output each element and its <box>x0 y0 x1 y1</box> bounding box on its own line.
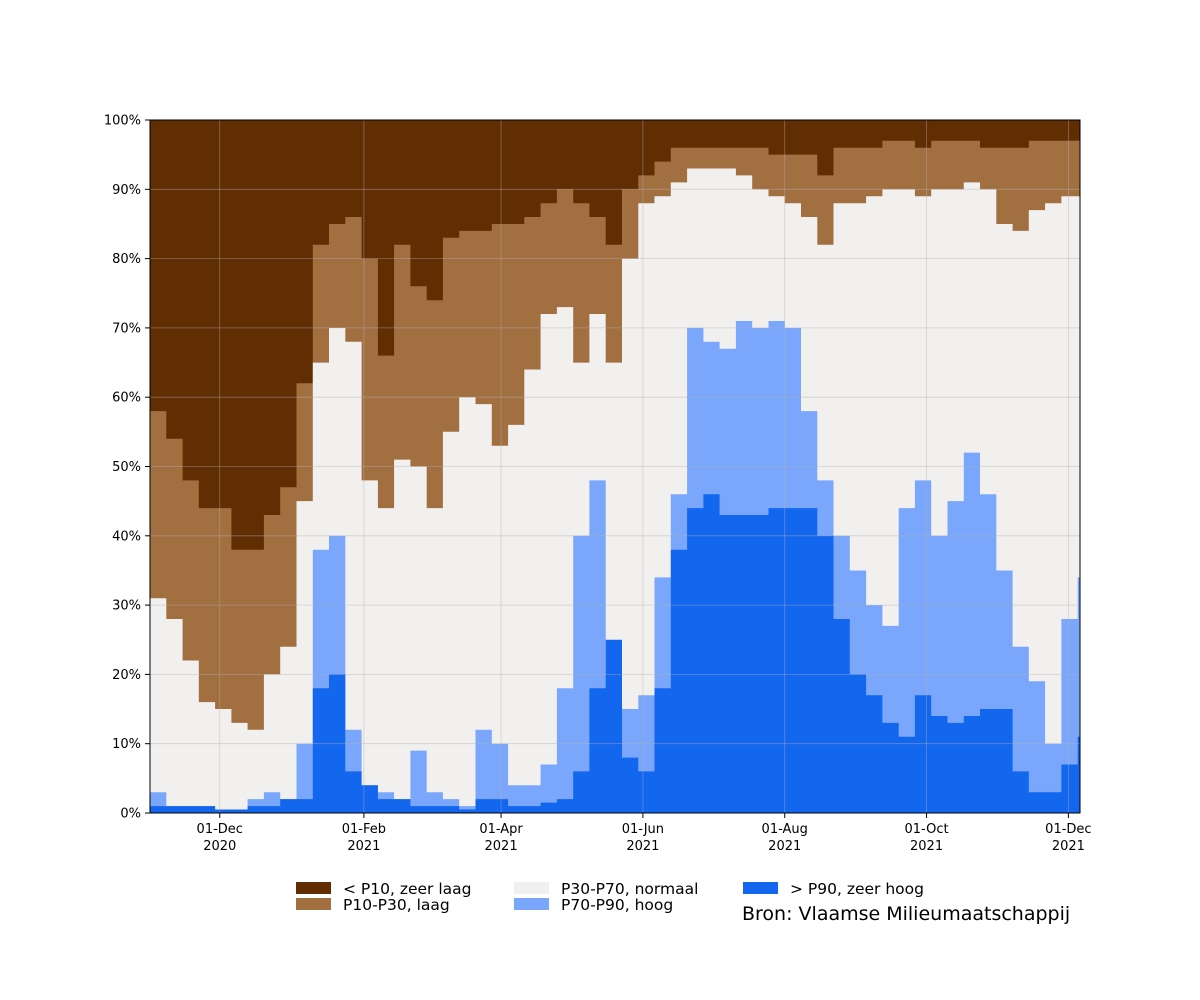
x-tick-label-year: 2021 <box>485 839 518 854</box>
legend-swatch <box>296 882 331 894</box>
y-tick-label: 50% <box>112 460 141 475</box>
y-tick-label: 100% <box>104 114 141 129</box>
x-tick-label-year: 2021 <box>910 839 943 854</box>
x-tick-label-month: 01-Jun <box>622 822 664 837</box>
x-tick-label-year: 2021 <box>347 839 380 854</box>
y-tick-label: 90% <box>112 183 141 198</box>
legend-label: P30-P70, normaal <box>561 880 698 898</box>
x-tick-label-year: 2021 <box>626 839 659 854</box>
y-tick-label: 40% <box>112 529 141 544</box>
stacked-areas <box>150 140 1080 814</box>
legend-swatch <box>743 882 778 894</box>
y-tick-label: 70% <box>112 321 141 336</box>
y-tick-label: 30% <box>112 599 141 614</box>
y-tick-label: 60% <box>112 391 141 406</box>
legend-label: P70-P90, hoog <box>561 896 673 914</box>
x-tick-label-month: 01-Aug <box>762 822 808 837</box>
x-tick-label-month: 01-Dec <box>197 822 243 837</box>
x-tick-label-month: 01-Feb <box>342 822 386 837</box>
y-tick-label: 0% <box>120 807 141 822</box>
x-tick-label-month: 01-Dec <box>1045 822 1091 837</box>
y-tick-label: 20% <box>112 668 141 683</box>
x-tick-label-year: 2021 <box>768 839 801 854</box>
source-label: Bron: Vlaamse Milieumaatschappij <box>742 903 1070 925</box>
legend-swatch <box>514 882 549 894</box>
legend-label: P10-P30, laag <box>343 896 450 914</box>
x-tick-label-month: 01-Oct <box>905 822 949 837</box>
legend-label: > P90, zeer hoog <box>790 880 924 898</box>
legend-label: < P10, zeer laag <box>343 880 472 898</box>
legend-swatch <box>514 898 549 910</box>
x-axis: 01-Dec 2020 01-Feb 2021 01-Apr 2021 01-Jun 2021… <box>197 813 1092 854</box>
x-tick-label-year: 2020 <box>203 839 236 854</box>
y-tick-label: 80% <box>112 252 141 267</box>
y-tick-label: 10% <box>112 737 141 752</box>
legend-swatch <box>296 898 331 910</box>
x-tick-label-year: 2021 <box>1052 839 1085 854</box>
x-tick-label-month: 01-Apr <box>479 822 523 837</box>
y-axis: 0% 10% 20% 30% 40% 50% 60% 70% 80% 90% 100% <box>104 114 150 822</box>
area-p90 <box>150 494 1080 813</box>
